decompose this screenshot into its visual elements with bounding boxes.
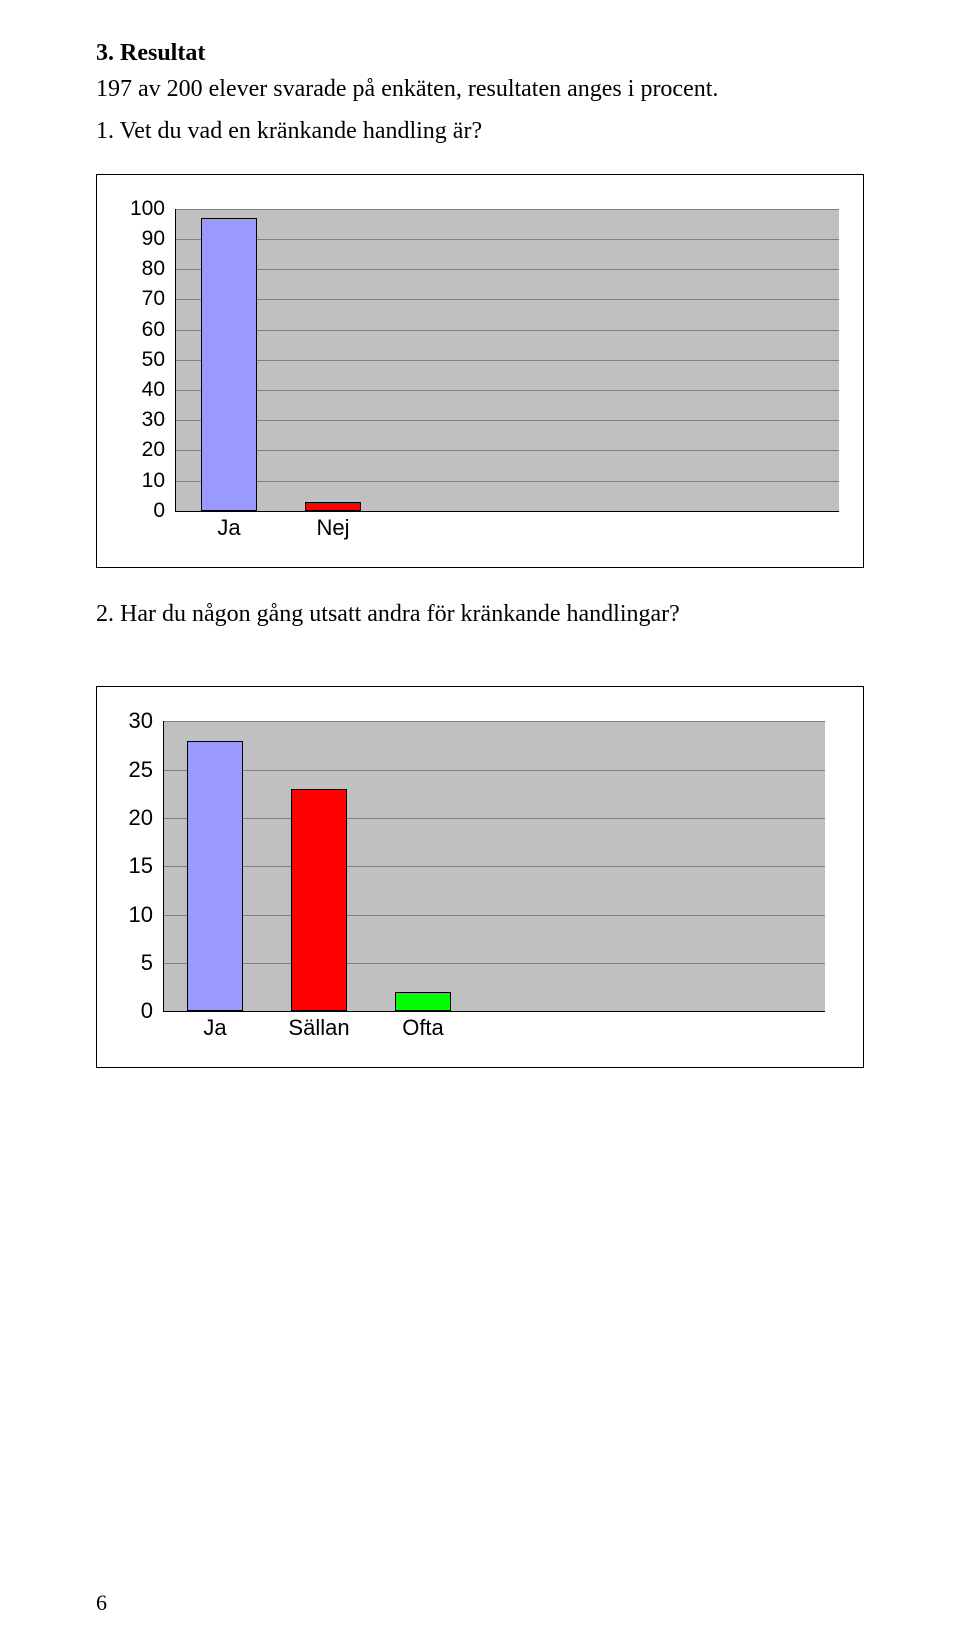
y-tick-label: 30 bbox=[111, 708, 153, 734]
chart-2-frame: 0 5 10 15 20 25 30 Ja Sällan Ofta bbox=[96, 686, 864, 1068]
grid-line bbox=[163, 721, 825, 722]
question-2: 2. Har du någon gång utsatt andra för kr… bbox=[96, 598, 864, 630]
x-category-label: Ja bbox=[217, 515, 240, 541]
grid-line bbox=[175, 330, 839, 331]
plot-area bbox=[175, 209, 839, 511]
grid-line bbox=[163, 1011, 825, 1012]
plot-area bbox=[163, 721, 825, 1011]
bar bbox=[395, 992, 451, 1011]
grid-line bbox=[163, 770, 825, 771]
y-tick-label: 20 bbox=[111, 438, 165, 462]
bar bbox=[187, 741, 243, 1012]
y-tick-label: 10 bbox=[111, 469, 165, 493]
question-1: 1. Vet du vad en kränkande handling är? bbox=[96, 115, 864, 147]
chart-1: 0 10 20 30 40 50 60 70 80 90 100 Ja Nej bbox=[111, 197, 839, 545]
y-tick-label: 100 bbox=[111, 197, 165, 221]
y-tick-label: 5 bbox=[111, 950, 153, 976]
y-tick-label: 20 bbox=[111, 805, 153, 831]
grid-line bbox=[175, 209, 839, 210]
chart-1-frame: 0 10 20 30 40 50 60 70 80 90 100 Ja Nej bbox=[96, 174, 864, 568]
y-tick-label: 0 bbox=[111, 998, 153, 1024]
grid-line bbox=[175, 511, 839, 512]
y-axis bbox=[163, 721, 164, 1011]
x-category-label: Ofta bbox=[402, 1015, 444, 1041]
y-tick-label: 90 bbox=[111, 227, 165, 251]
section-heading: 3. Resultat bbox=[96, 40, 864, 67]
grid-line bbox=[163, 866, 825, 867]
y-tick-label: 40 bbox=[111, 378, 165, 402]
x-category-label: Nej bbox=[316, 515, 349, 541]
y-axis bbox=[175, 209, 176, 511]
y-tick-label: 0 bbox=[111, 499, 165, 523]
bar bbox=[201, 218, 257, 511]
y-tick-label: 30 bbox=[111, 408, 165, 432]
grid-line bbox=[175, 450, 839, 451]
grid-line bbox=[175, 390, 839, 391]
grid-line bbox=[175, 420, 839, 421]
y-tick-label: 80 bbox=[111, 257, 165, 281]
grid-line bbox=[175, 269, 839, 270]
y-tick-label: 15 bbox=[111, 853, 153, 879]
x-category-label: Sällan bbox=[288, 1015, 349, 1041]
intro-text: 197 av 200 elever svarade på enkäten, re… bbox=[96, 73, 864, 105]
x-category-label: Ja bbox=[203, 1015, 226, 1041]
chart-2: 0 5 10 15 20 25 30 Ja Sällan Ofta bbox=[111, 709, 825, 1045]
y-tick-label: 70 bbox=[111, 287, 165, 311]
grid-line bbox=[163, 818, 825, 819]
y-tick-label: 60 bbox=[111, 318, 165, 342]
grid-line bbox=[175, 481, 839, 482]
y-tick-label: 50 bbox=[111, 348, 165, 372]
grid-line bbox=[163, 963, 825, 964]
y-tick-label: 25 bbox=[111, 757, 153, 783]
grid-line bbox=[175, 299, 839, 300]
bar bbox=[305, 502, 361, 511]
y-tick-label: 10 bbox=[111, 902, 153, 928]
page-number: 6 bbox=[96, 1590, 107, 1616]
grid-line bbox=[175, 360, 839, 361]
grid-line bbox=[175, 239, 839, 240]
bar bbox=[291, 789, 347, 1011]
grid-line bbox=[163, 915, 825, 916]
